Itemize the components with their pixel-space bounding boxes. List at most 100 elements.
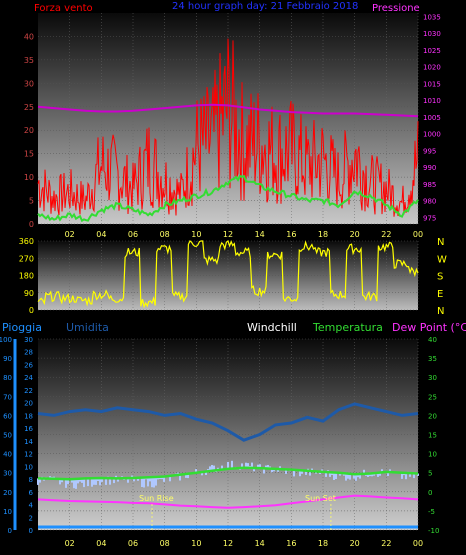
humidity-tick-label: 30 xyxy=(3,470,12,478)
pressure-axis-title: Pressione xyxy=(372,3,420,14)
humidity-tick-label: 50 xyxy=(3,432,12,440)
hour-label: 02 xyxy=(65,230,75,239)
direction-tick-label: 90 xyxy=(24,289,34,298)
wind-tick-label: 15 xyxy=(24,150,34,159)
temperature-tick-label: 15 xyxy=(428,432,437,440)
hour-label: 22 xyxy=(381,230,391,239)
direction-tick-label: 360 xyxy=(19,237,34,246)
pressure-tick-label: 1030 xyxy=(423,30,441,38)
rain-tick-label: 0 xyxy=(29,527,33,535)
rain-tick-label: 2 xyxy=(29,514,33,522)
temperature-tick-label: 20 xyxy=(428,412,437,420)
wind-tick-label: 25 xyxy=(24,103,34,112)
temperature-line xyxy=(37,466,419,481)
legend-pioggia: Pioggia xyxy=(2,321,42,334)
dew-point-line xyxy=(37,494,419,509)
direction-tick-label: 0 xyxy=(29,306,34,315)
rain-tick-label: 16 xyxy=(24,425,33,433)
hour-label: 08 xyxy=(160,539,170,548)
wind-average-line xyxy=(37,174,419,223)
rain-tick-label: 8 xyxy=(29,476,33,484)
temperature-tick-label: 5 xyxy=(428,470,432,478)
wind-tick-label: 10 xyxy=(24,173,34,182)
wind-tick-label: 20 xyxy=(24,126,34,135)
hour-label: 04 xyxy=(96,230,106,239)
temperature-tick-label: -5 xyxy=(428,508,435,516)
direction-series-group xyxy=(37,240,419,309)
pressure-tick-label: 1020 xyxy=(423,64,441,72)
rain-tick-label: 14 xyxy=(24,438,33,446)
rain-tick-label: 26 xyxy=(24,361,33,369)
compass-label: E xyxy=(437,289,443,300)
temperature-tick-label: 0 xyxy=(428,489,432,497)
wind-tick-label: 40 xyxy=(24,32,34,41)
temperature-tick-label: 40 xyxy=(428,336,437,344)
pressure-tick-label: 985 xyxy=(423,181,436,189)
wind-series-group xyxy=(37,38,419,223)
pressure-tick-label: 1015 xyxy=(423,80,441,88)
direction-tick-label: 270 xyxy=(19,254,34,263)
hour-label: 02 xyxy=(65,539,75,548)
rain-tick-label: 30 xyxy=(24,336,33,344)
hour-label: 20 xyxy=(350,539,360,548)
compass-label: N xyxy=(437,237,444,248)
grid-lines xyxy=(38,13,419,531)
sun-rise-label: Sun Rise xyxy=(139,494,174,503)
legend-windchill: Windchill xyxy=(247,321,297,334)
pressure-tick-label: 980 xyxy=(423,198,436,206)
chart-title: 24 hour graph day: 21 Febbraio 2018 xyxy=(172,1,358,12)
hour-label: 12 xyxy=(223,230,233,239)
humidity-tick-label: 20 xyxy=(3,489,12,497)
wind-tick-label: 35 xyxy=(24,56,34,65)
wind-tick-label: 5 xyxy=(29,197,34,206)
humidity-tick-label: 0 xyxy=(8,527,12,535)
legend-umidita: Umidita xyxy=(66,321,109,334)
rain-tick-label: 6 xyxy=(29,489,34,497)
temperature-tick-label: -10 xyxy=(428,527,439,535)
humidity-tick-label: 60 xyxy=(3,412,12,420)
rain-tick-label: 12 xyxy=(24,451,33,459)
temperature-tick-label: 25 xyxy=(428,393,437,401)
temperature-tick-label: 35 xyxy=(428,355,437,363)
pressure-tick-label: 995 xyxy=(423,147,436,155)
rain-tick-label: 4 xyxy=(29,502,34,510)
rain-tick-label: 22 xyxy=(24,387,33,395)
temperature-tick-label: 30 xyxy=(428,374,437,382)
legend-temperatura: Temperatura xyxy=(312,321,383,334)
hour-label: 10 xyxy=(191,539,201,548)
sun-set-label: Sun Set xyxy=(305,494,336,503)
compass-label: W xyxy=(437,254,447,265)
climate-series-group xyxy=(37,402,419,530)
rain-tick-label: 18 xyxy=(24,412,33,420)
compass-label: S xyxy=(437,272,443,283)
pressure-line xyxy=(37,103,419,118)
pressure-tick-label: 1005 xyxy=(423,114,441,122)
hour-label: 22 xyxy=(381,539,391,548)
humidity-tick-label: 90 xyxy=(3,355,12,363)
wind-axis-title: Forza vento xyxy=(34,3,93,14)
hour-label: 04 xyxy=(96,539,106,548)
temperature-tick-label: 10 xyxy=(428,451,437,459)
hour-label: 18 xyxy=(318,539,328,548)
pressure-tick-label: 990 xyxy=(423,164,436,172)
humidity-tick-label: 40 xyxy=(3,451,12,459)
wind-tick-label: 30 xyxy=(24,79,34,88)
humidity-tick-label: 10 xyxy=(3,508,12,516)
rain-tick-label: 24 xyxy=(24,374,33,382)
pressure-tick-label: 1000 xyxy=(423,131,441,139)
humidity-tick-label: 70 xyxy=(3,393,12,401)
hour-label: 06 xyxy=(128,539,138,548)
hour-label: 10 xyxy=(191,230,201,239)
hour-label: 12 xyxy=(223,539,233,548)
hour-label: 20 xyxy=(350,230,360,239)
hour-label: 14 xyxy=(255,539,265,548)
legend-dew-point: Dew Point (°C) xyxy=(392,321,466,334)
compass-label: N xyxy=(437,306,444,317)
hour-label: 16 xyxy=(286,230,296,239)
rain-tick-label: 10 xyxy=(24,463,33,471)
pressure-tick-label: 975 xyxy=(423,214,436,222)
humidity-tick-label: 80 xyxy=(3,374,12,382)
